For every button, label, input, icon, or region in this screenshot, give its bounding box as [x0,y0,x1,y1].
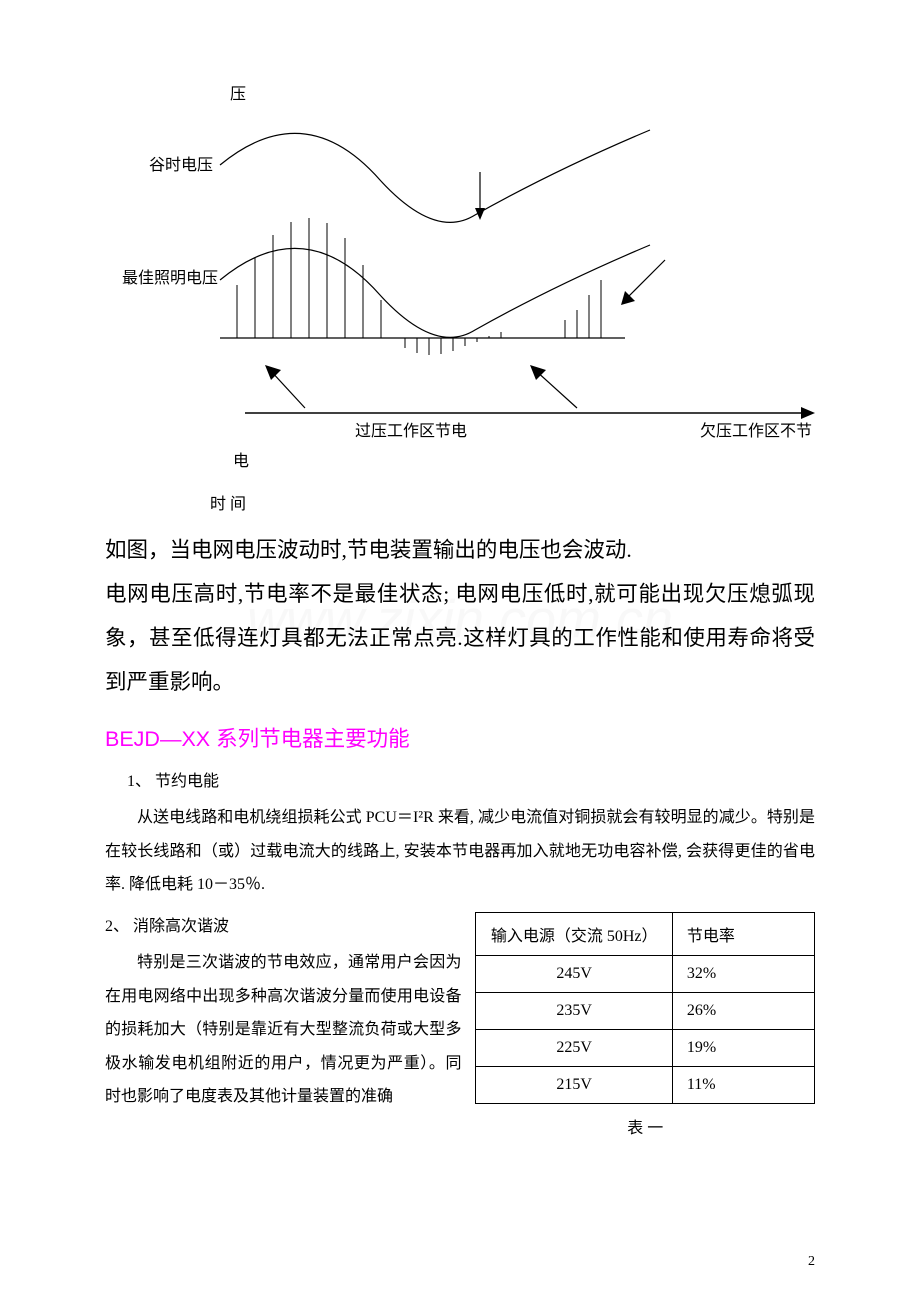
svg-text:电: 电 [233,452,249,470]
svg-text:谷时电压: 谷时电压 [149,156,213,174]
table-row: 235V 26% [476,993,815,1030]
item1-text: 从送电线路和电机绕组损耗公式 PCU＝I²R 来看, 减少电流值对铜损就会有较明… [105,801,815,902]
rate-table: 输入电源（交流 50Hz） 节电率 245V 32% 235V 26% 225V… [475,912,815,1104]
svg-text:最佳照明电压: 最佳照明电压 [122,269,218,287]
diagram-label-time: 时 间 [210,490,815,514]
item2-text: 特别是三次谐波的节电效应，通常用户会因为在用电网络中出现多种高次谐波分量而使用电… [105,946,461,1114]
item1-heading: 1、 节约电能 [127,767,815,791]
paragraph-1: 如图，当电网电压波动时,节电装置输出的电压也会波动. [105,528,815,572]
diagram-label-voltage: 压 [230,80,815,104]
paragraph-2: 电网电压高时,节电率不是最佳状态; 电网电压低时,就可能出现欠压熄弧现象，甚至低… [105,572,815,704]
table-header-rate: 节电率 [672,913,814,956]
voltage-diagram: 谷时电压 最佳照明电压 过压工作区节电 欠压工作区不节 电 [105,110,815,470]
table-header-input: 输入电源（交流 50Hz） [476,913,672,956]
table-row: 245V 32% [476,956,815,993]
item2-heading: 2、 消除高次谐波 [105,912,461,936]
table-caption: 表 一 [475,1114,815,1138]
table-row: 225V 19% [476,1030,815,1067]
table-row: 215V 11% [476,1067,815,1104]
table-row: 输入电源（交流 50Hz） 节电率 [476,913,815,956]
section-title: BEJD—XX 系列节电器主要功能 [105,722,815,753]
svg-text:过压工作区节电: 过压工作区节电 [355,422,467,440]
svg-text:欠压工作区不节: 欠压工作区不节 [700,422,812,440]
page-number: 2 [808,1254,815,1270]
